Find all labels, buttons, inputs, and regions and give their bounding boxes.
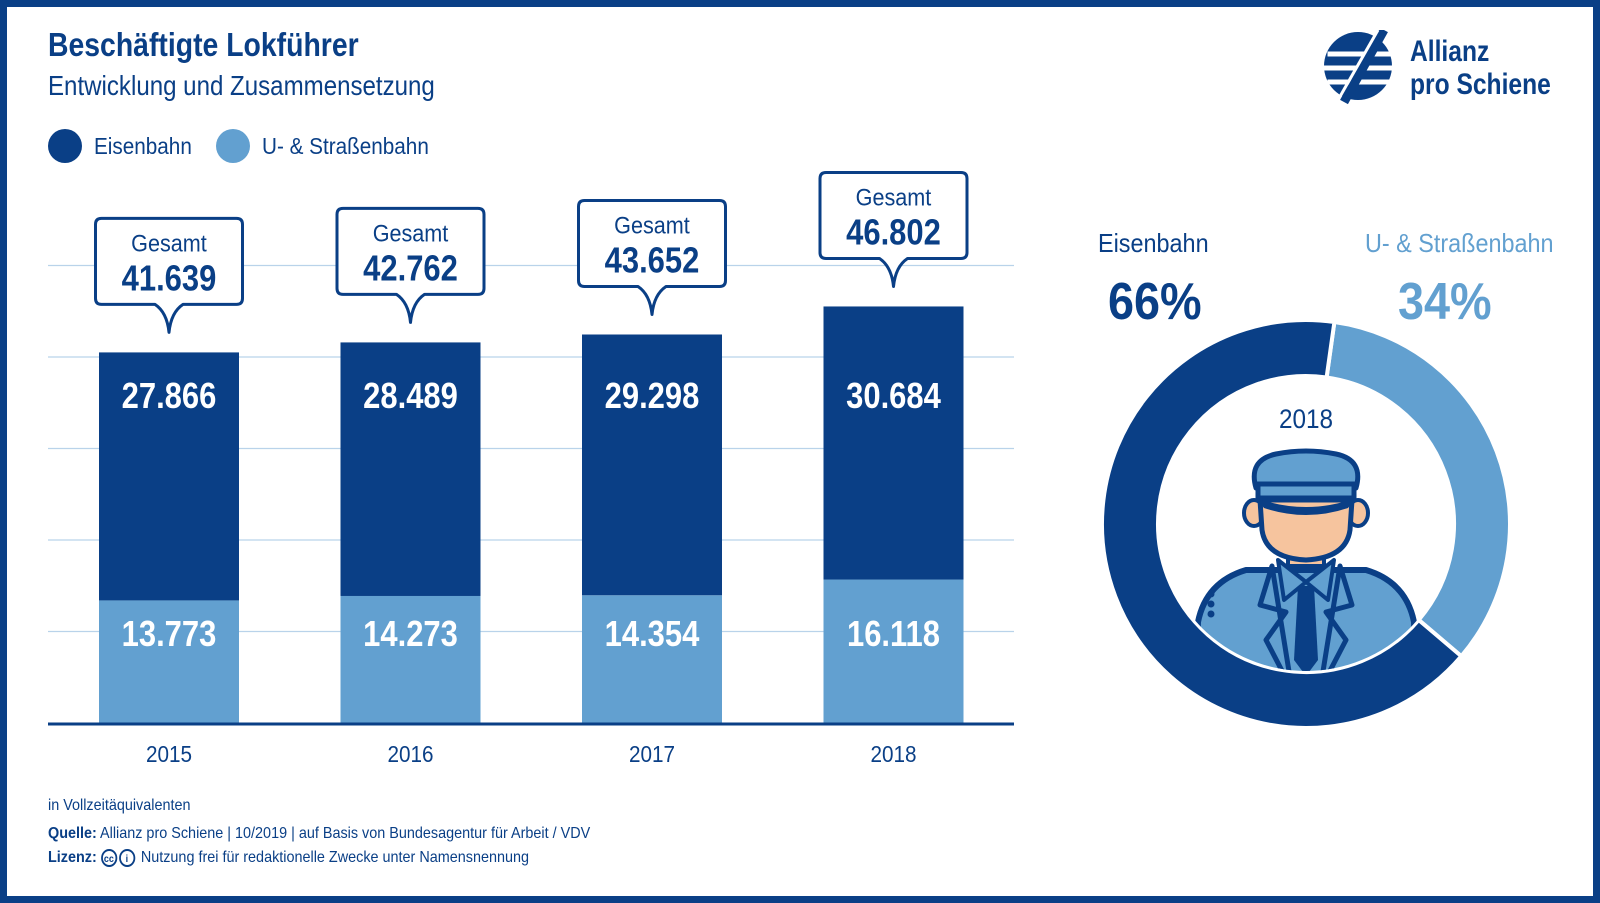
data-label-strassenbahn: 14.273 (363, 615, 458, 655)
bar-eisenbahn (823, 306, 964, 580)
legend-swatch-strassenbahn (216, 129, 250, 163)
donut-label-eisenbahn: Eisenbahn (1098, 228, 1209, 258)
donut-value-strassenbahn: 34% (1398, 273, 1492, 331)
legend-item-eisenbahn: Eisenbahn (48, 128, 203, 164)
unit-note: in Vollzeitäquivalenten (48, 797, 191, 814)
x-tick-label: 2017 (629, 741, 675, 767)
attribution-icon: i (118, 849, 136, 867)
source-text: Allianz pro Schiene | 10/2019 | auf Basi… (100, 825, 591, 842)
bar-eisenbahn (340, 342, 481, 596)
data-label-strassenbahn: 13.773 (122, 615, 217, 655)
total-label: Gesamt (856, 183, 932, 210)
donut-slice-strassenbahn (1324, 319, 1512, 660)
total-callout (577, 198, 727, 316)
chart-title: Beschäftigte Lokführer (48, 26, 359, 63)
total-callout (335, 206, 486, 324)
total-label: Gesamt (373, 219, 449, 246)
x-tick-label: 2015 (146, 741, 192, 767)
chart-subtitle: Entwicklung und Zusammensetzung (48, 70, 435, 101)
legend-label-eisenbahn: Eisenbahn (94, 132, 192, 159)
legend-swatch-eisenbahn (48, 129, 82, 163)
donut-slice-eisenbahn (1100, 318, 1465, 730)
logo-line-2: pro Schiene (1410, 68, 1551, 101)
data-label-eisenbahn: 27.866 (122, 377, 217, 417)
bar-strassenbahn (823, 579, 964, 723)
bar-eisenbahn (99, 352, 239, 601)
total-label: Gesamt (131, 229, 207, 256)
total-label: Gesamt (614, 211, 690, 238)
source-line: Quelle: Allianz pro Schiene | 10/2019 | … (48, 825, 590, 843)
data-label-strassenbahn: 16.118 (847, 615, 940, 655)
total-callout (94, 216, 244, 334)
x-tick-label: 2018 (870, 741, 916, 767)
data-label-eisenbahn: 29.298 (605, 377, 700, 417)
total-value: 42.762 (363, 249, 458, 289)
donut-value-eisenbahn: 66% (1108, 273, 1202, 331)
data-label-strassenbahn: 14.354 (605, 615, 700, 655)
total-value: 43.652 (605, 241, 700, 281)
legend-item-strassenbahn: U- & Straßenbahn (216, 128, 447, 164)
license-line: Lizenz: cc i Nutzung frei für redaktionel… (48, 849, 529, 867)
bar-strassenbahn (582, 595, 722, 723)
total-callout (818, 170, 969, 288)
cc-icon: cc (100, 849, 118, 867)
total-value: 46.802 (846, 213, 941, 253)
bar-strassenbahn (99, 600, 239, 723)
donut-center-label: 2018 (1279, 405, 1333, 434)
license-label: Lizenz: (48, 849, 97, 867)
license-text: Nutzung frei für redaktionelle Zwecke un… (140, 849, 530, 867)
train-driver-icon (1191, 448, 1421, 671)
legend-label-strassenbahn: U- & Straßenbahn (262, 132, 429, 159)
total-value: 41.639 (122, 259, 217, 299)
bar-eisenbahn (582, 334, 722, 596)
data-label-eisenbahn: 28.489 (363, 377, 458, 417)
logo-text: Allianz pro Schiene (1410, 35, 1551, 101)
logo-line-1: Allianz (1410, 35, 1490, 68)
source-label: Quelle: (48, 825, 97, 842)
allianz-logo-icon (1323, 30, 1395, 105)
donut-label-strassenbahn: U- & Straßenbahn (1365, 228, 1554, 258)
data-label-eisenbahn: 30.684 (846, 377, 941, 417)
bar-strassenbahn (340, 595, 481, 723)
x-tick-label: 2016 (387, 741, 433, 767)
